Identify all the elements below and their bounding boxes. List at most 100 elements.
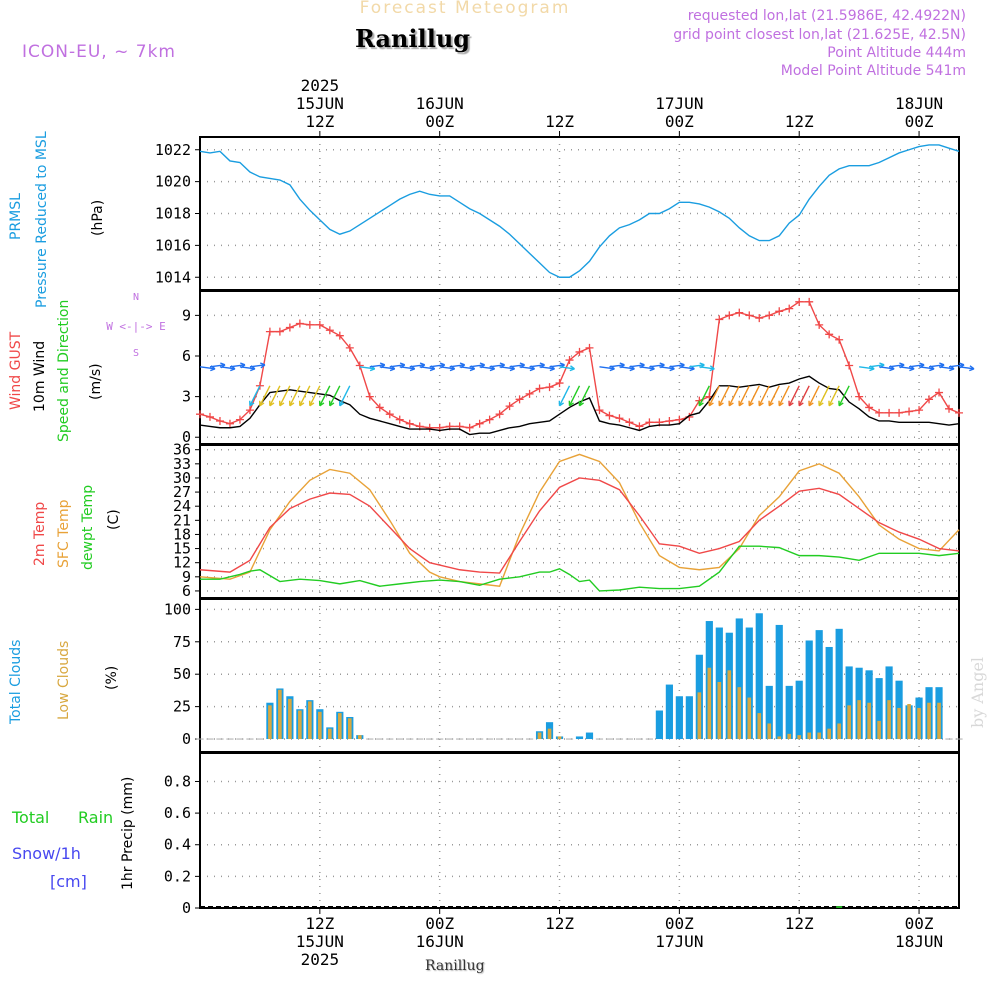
ytick-label: 1014 <box>155 268 191 286</box>
low-cloud-bar <box>927 702 931 740</box>
wind-arrow <box>768 385 780 407</box>
model-name: ICON-EU, ~ 7km <box>22 42 176 62</box>
time-label-top: 12Z <box>545 112 574 131</box>
compass-n: N <box>133 292 139 303</box>
low-cloud-bar <box>357 735 362 740</box>
total-cloud-bar <box>735 618 743 740</box>
time-label-top: 16JUN <box>416 94 464 113</box>
wind-arrow-head <box>708 400 714 407</box>
wind-arrow-head <box>838 400 844 407</box>
time-label-bottom: 18JUN <box>895 932 943 951</box>
gust-point <box>915 406 924 415</box>
wind-arrow <box>339 385 351 407</box>
gust-point <box>675 415 684 424</box>
wind-arrow-head <box>828 400 834 407</box>
gust-point <box>855 392 864 401</box>
gust-point <box>325 326 334 335</box>
low-cloud-bar <box>268 705 272 740</box>
gust-point <box>725 311 734 320</box>
gust-point <box>925 395 934 404</box>
ytick-label: 0 <box>182 730 191 748</box>
low-cloud-bar <box>547 728 552 740</box>
wind-arrow <box>728 385 740 407</box>
low-cloud-bar <box>308 701 312 740</box>
wind-arrow <box>299 385 311 407</box>
gust-point <box>405 419 414 428</box>
wind-arrow <box>609 364 625 368</box>
low-cloud-bar <box>777 736 782 740</box>
wind-arrow <box>229 364 246 368</box>
ytick-label: 1016 <box>155 236 191 254</box>
panel-frame-temperature <box>199 444 960 599</box>
wind-arrow-head <box>728 400 734 407</box>
wind-arrow-head <box>298 400 305 407</box>
wind-arrow <box>429 364 445 368</box>
gust-point <box>475 419 484 428</box>
wind-arrow <box>469 364 485 368</box>
wind-arrow-head <box>758 400 764 407</box>
ytick-label: 0 <box>182 899 191 917</box>
wind-arrow <box>888 364 905 368</box>
wind-arrow <box>389 364 405 368</box>
time-label-bottom: 12Z <box>785 914 814 933</box>
wind-arrow-head <box>338 400 345 407</box>
low-cloud-bar <box>318 711 322 740</box>
ytick-label: 75 <box>173 633 191 651</box>
gust-point <box>805 297 814 306</box>
sfc-temp-line <box>199 453 960 587</box>
wind-arrow <box>568 385 581 407</box>
rain-bar <box>836 906 843 908</box>
wind-arrow <box>649 364 665 368</box>
gust-point <box>395 415 404 424</box>
time-label-bottom: 00Z <box>425 914 454 933</box>
gust-point <box>755 314 764 323</box>
gust-point <box>595 406 604 415</box>
ytick-label: 9 <box>182 568 191 586</box>
ytick-label: 30 <box>173 469 191 487</box>
gust-point <box>765 311 774 320</box>
wind-arrow-head <box>308 400 315 407</box>
wind-arrow <box>239 366 256 370</box>
ytick-label: 36 <box>173 441 191 459</box>
wind-arrow <box>808 385 820 407</box>
low-cloud-bar <box>288 698 292 740</box>
ytick-label: 0.4 <box>164 836 191 854</box>
wind-arrow <box>309 385 321 407</box>
low-cloud-bar <box>557 736 562 740</box>
wind-arrow-head <box>578 400 584 407</box>
wind-arrow <box>519 366 535 370</box>
wind-arrow <box>758 385 770 407</box>
wind-arrow-head <box>558 400 565 407</box>
gust-point <box>585 343 594 352</box>
gust-point <box>375 403 384 412</box>
gust-point <box>196 410 204 419</box>
ytick-label: 27 <box>173 483 191 501</box>
wind-arrow <box>818 385 830 407</box>
total-cloud-bar <box>685 696 693 740</box>
wind-arrow-head <box>818 400 824 407</box>
wind-arrow <box>539 366 555 370</box>
gust-point <box>485 415 494 424</box>
wind-arrow <box>639 366 655 370</box>
total-cloud-bar <box>585 732 594 740</box>
gust-point <box>625 418 634 427</box>
pressure-line <box>199 144 960 278</box>
total-cloud-bar <box>765 685 773 740</box>
wind-arrow <box>489 364 505 368</box>
wind-arrow <box>738 385 750 407</box>
time-label-top: 17JUN <box>655 94 703 113</box>
gust-point <box>895 408 904 417</box>
gust-point <box>845 361 854 370</box>
station-name: Ranillug <box>355 24 471 53</box>
wind-arrow-head <box>969 365 975 372</box>
time-label-bottom: 2025 <box>301 950 340 969</box>
gust-point <box>775 307 784 316</box>
low-cloud-bar <box>707 667 712 740</box>
ytick-label: 6 <box>182 582 191 600</box>
wind-arrow-head <box>768 400 774 407</box>
grid-point-coords: grid point closest lon,lat (21.625E, 42.… <box>673 27 966 43</box>
low-cloud-bar <box>907 704 911 740</box>
wind-arrow <box>869 364 885 368</box>
low-cloud-bar <box>847 705 851 740</box>
wind-arrow <box>359 366 375 370</box>
